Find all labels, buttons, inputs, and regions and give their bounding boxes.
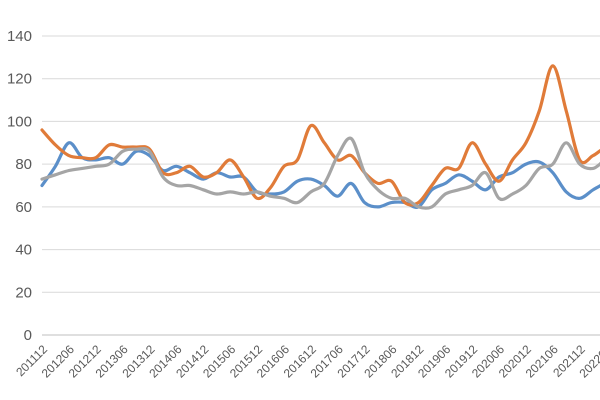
series-line-3 [40,136,600,210]
series-line-1 [40,141,600,209]
y-tick-label: 60 [15,199,32,216]
series-line-2 [40,64,600,207]
y-tick-label: 120 [7,71,32,88]
y-tick-label: 0 [24,327,32,344]
series-lines [40,64,600,210]
y-tick-label: 20 [15,284,32,301]
y-tick-label: 40 [15,242,32,259]
y-axis-tick-labels: 0 20 40 60 80 100 120 140 [7,28,32,344]
x-axis-tick-labels: 2011122012062012122013062013122014062014… [13,342,600,380]
y-tick-label: 140 [7,28,32,45]
y-tick-label: 80 [15,156,32,173]
gridlines [42,35,600,336]
y-tick-label: 100 [7,113,32,130]
